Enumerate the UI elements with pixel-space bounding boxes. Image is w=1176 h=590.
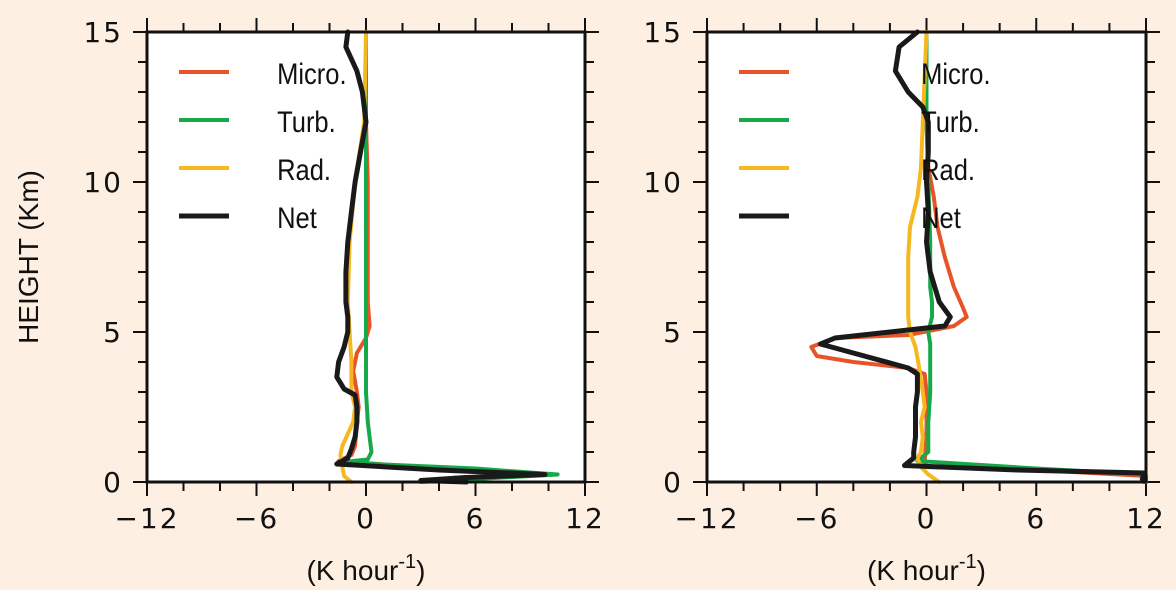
y-tick-label: 10 — [643, 166, 683, 199]
y-tick-label: 0 — [663, 466, 683, 499]
legend-label: Micro. — [277, 57, 346, 90]
y-tick-label: 10 — [83, 166, 123, 199]
legend-label: Turb. — [921, 105, 980, 138]
x-tick-label: −12 — [674, 502, 739, 535]
right-tick-labels: −12 −6 0 6 12 0 5 10 15 — [643, 16, 1166, 535]
legend-label: Net — [277, 201, 317, 234]
left-panel: −12 −6 0 6 12 0 5 10 15 Micro. Turb. Rad. Net (K ho… — [13, 16, 605, 586]
left-legend: Micro. Turb. Rad. Net — [179, 57, 347, 234]
x-tick-label: 6 — [1026, 502, 1046, 535]
legend-label: Turb. — [277, 105, 336, 138]
legend-label: Net — [921, 201, 961, 234]
legend-label: Micro. — [921, 57, 990, 90]
right-x-axis-label: (K hour-1) — [867, 551, 986, 586]
y-tick-label: 5 — [103, 316, 123, 349]
series-line-net — [334, 29, 548, 485]
x-tick-label: −6 — [234, 502, 279, 535]
series-line-rad — [906, 30, 942, 484]
x-tick-label: 0 — [356, 502, 376, 535]
right-plot-frame — [705, 30, 1148, 484]
x-tick-label: −6 — [794, 502, 839, 535]
legend-label: Rad. — [277, 153, 331, 186]
series-line-net — [817, 29, 1147, 482]
right-legend: Micro. Turb. Rad. Net — [739, 57, 991, 234]
x-tick-label: 12 — [565, 502, 605, 535]
right-panel: −12 −6 0 6 12 0 5 10 15 Micro. Turb. Rad. Net (K ho… — [643, 16, 1166, 586]
y-tick-label: 5 — [663, 316, 683, 349]
y-axis-label: HEIGHT (Km) — [13, 170, 44, 344]
x-tick-label: 0 — [917, 502, 937, 535]
x-tick-label: 6 — [466, 502, 486, 535]
y-tick-label: 15 — [83, 16, 123, 49]
y-tick-label: 15 — [643, 16, 683, 49]
y-tick-label: 0 — [103, 466, 123, 499]
legend-label: Rad. — [921, 153, 975, 186]
left-tick-labels: −12 −6 0 6 12 0 5 10 15 — [83, 16, 605, 535]
right-series-lines — [809, 29, 1148, 484]
left-x-axis-label: (K hour-1) — [307, 551, 426, 586]
left-plot-frame — [145, 30, 587, 484]
x-tick-label: 12 — [1126, 502, 1166, 535]
left-series-lines — [334, 29, 560, 485]
x-tick-label: −12 — [114, 502, 179, 535]
